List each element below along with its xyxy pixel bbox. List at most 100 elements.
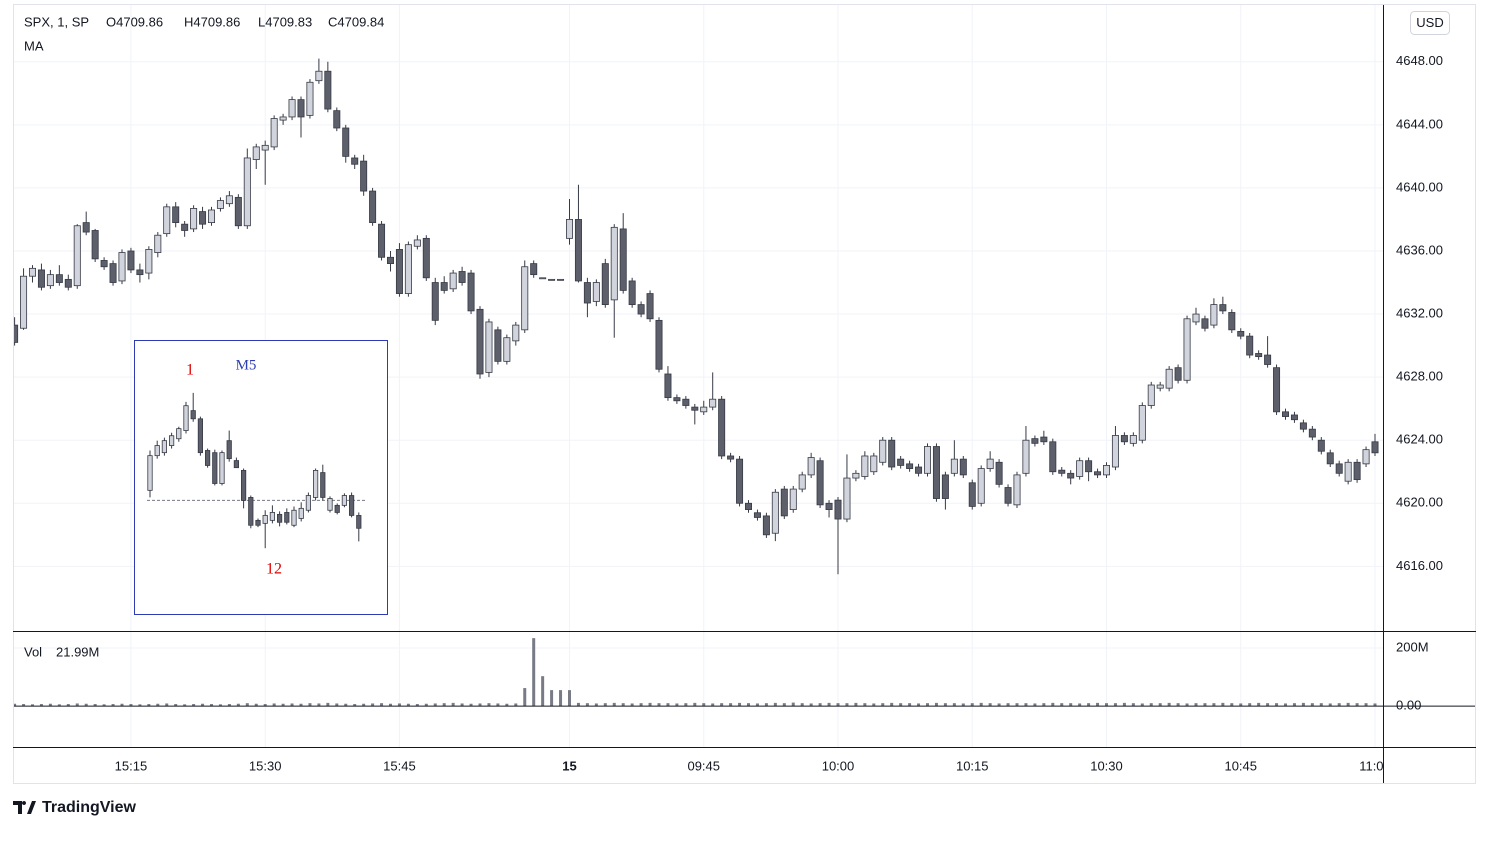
candle-body [566,219,574,239]
brand-name[interactable]: TradingView [42,799,137,816]
candle-body [557,278,565,281]
candle-body [718,398,726,457]
candle-body [276,513,283,523]
volume-bar [84,703,88,707]
candle-body [168,435,175,446]
candle-body [270,118,278,148]
candle-body [297,99,305,118]
candle-body [225,195,233,205]
candle-body [348,495,355,516]
candle-body [109,263,117,283]
volume-bar [702,703,706,707]
candle-body [154,445,160,457]
volume-bar [442,703,446,707]
currency-button[interactable]: USD [1410,11,1450,35]
x-tick-label: 15:15 [115,758,148,773]
candle-body [888,439,896,468]
x-tick-label: 11:00 [1359,758,1391,773]
volume-bar [1364,703,1368,707]
volume-bar [952,703,956,707]
candle-body [861,455,869,477]
volume-bar [747,703,750,707]
volume-bar [1203,703,1207,707]
candle-body [1255,353,1263,358]
volume-bar [460,703,464,707]
x-tick-label: 10:30 [1090,758,1123,773]
volume-bar [317,703,321,707]
candle-body [897,458,905,466]
candle-body [1174,367,1182,381]
volume-bar [979,702,983,707]
candle-body [386,256,394,264]
volume-bar [48,703,52,707]
candle-body [291,509,297,526]
candle-body [1228,312,1236,331]
candle-body [1201,318,1209,329]
volume-bar [523,688,527,707]
candle-body [37,269,45,288]
volume-bar [550,690,554,707]
indicator-label[interactable]: MA [24,38,44,53]
volume-bar [406,703,410,707]
currency-label[interactable]: USD [1416,15,1443,30]
volume-bar [102,704,106,707]
candle-body [816,460,824,506]
y-tick-label: 200M [1396,639,1429,654]
candle-body [959,458,967,476]
candle-body [1246,335,1254,356]
candle-body [176,428,182,440]
candle-body [870,455,878,473]
volume-bar [988,703,992,707]
candle-body [700,406,708,413]
candle-body [1237,331,1245,337]
volume-bar [183,704,187,707]
candle-body [906,463,914,469]
candle-body [476,308,484,375]
volume-bar [120,703,124,707]
volume-bar [568,690,571,707]
candle-body [1013,474,1021,506]
y-tick-label: 4616.00 [1396,558,1443,573]
candle-body [619,228,627,291]
candle-body [360,160,368,192]
candle-body [333,110,341,129]
y-tick-label: 0.00 [1396,698,1421,713]
volume-bar [1275,703,1279,707]
candle-body [592,282,600,302]
volume-bar [1310,703,1314,707]
volume-bar [1284,703,1287,707]
candle-body [807,457,815,476]
currency-button-frame[interactable] [1410,11,1450,35]
volume-bar [236,703,240,707]
candle-body [431,282,439,321]
y-tick-label: 4644.00 [1396,116,1443,131]
volume-bar [218,704,222,707]
candle-body [458,271,466,283]
volume-bar [451,702,455,707]
volume-bar [22,704,26,707]
volume-bar [308,703,312,707]
volume-bar [389,703,392,707]
candle-body [825,502,833,510]
low-value: L4709.83 [258,14,312,29]
candle-body [55,274,63,283]
candle-body [190,208,198,230]
volume-bar [648,702,652,707]
candle-body [574,219,582,282]
volume-bar [1113,703,1117,707]
brand-logo[interactable]: TradingView [13,799,137,816]
candle-body [548,278,556,281]
candle-body [485,321,493,373]
volume-bar [764,703,768,707]
volume-bar [782,703,786,707]
volume-bar [138,704,142,707]
brand-icon[interactable] [13,801,36,814]
candle-body [73,225,81,287]
volume-bar [31,704,34,707]
candle-body [145,249,153,274]
candle-body [288,99,296,118]
candle-body [234,196,242,227]
volume-bar [666,703,670,707]
